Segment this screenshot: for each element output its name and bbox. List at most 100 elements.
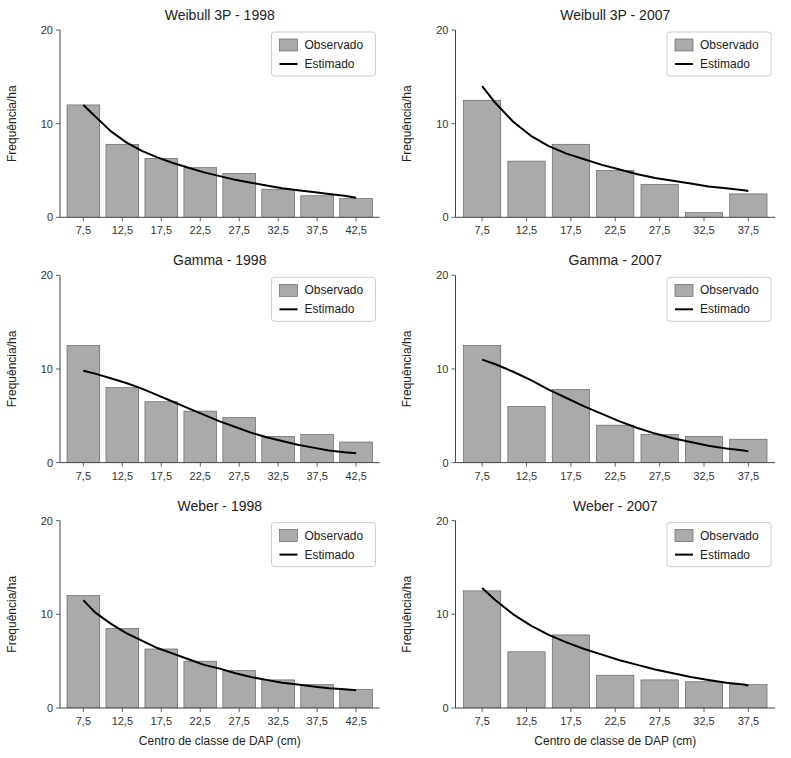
chart-title: Weber - 2007 [573,498,658,514]
legend: ObservadoEstimado [667,32,771,76]
x-tick-label: 17,5 [560,224,581,236]
x-tick [482,708,483,712]
x-axis-line [456,708,776,709]
bar [301,196,334,218]
chart-title: Gamma - 1998 [173,252,267,268]
background [0,0,791,758]
x-tick-label: 37,5 [738,470,759,482]
bar [685,213,722,218]
bar [463,591,500,708]
x-tick [239,217,240,221]
legend-swatch [280,530,298,542]
legend-swatch [675,308,693,310]
y-tick [452,708,456,709]
legend-swatch [280,554,298,556]
y-tick [56,614,60,615]
bar [597,170,634,217]
y-tick-label: 20 [436,515,448,527]
y-axis-line [455,521,456,708]
x-tick-label: 12,5 [112,715,133,727]
plot-area [67,346,372,463]
x-tick-label: 32,5 [693,715,714,727]
y-tick-label: 10 [41,608,53,620]
x-tick-label: 37,5 [738,224,759,236]
bar [685,436,722,462]
x-tick-label: 22,5 [605,715,626,727]
legend: ObservadoEstimado [272,523,376,567]
x-tick-label: 17,5 [560,715,581,727]
chart-title: Weber - 1998 [177,498,262,514]
legend-label: Estimado [700,302,750,316]
bar [106,388,139,463]
x-tick-label: 27,5 [649,715,670,727]
y-axis-label: Frequência/ha [401,576,415,653]
x-tick [748,708,749,712]
subplot: Weibull 3P - 2007010207,512,517,522,527,… [401,7,776,236]
x-tick-label: 12,5 [112,470,133,482]
x-tick [659,217,660,221]
legend-swatch [675,39,693,51]
bar [145,649,178,708]
bar [641,185,678,218]
legend-swatch [675,554,693,556]
x-tick-label: 22,5 [605,224,626,236]
x-tick-label: 32,5 [267,470,288,482]
y-tick [56,275,60,276]
legend-label: Observado [700,38,759,52]
x-tick-label: 37,5 [738,715,759,727]
plot-area [463,346,767,463]
x-tick-label: 17,5 [151,470,172,482]
x-tick-label: 7,5 [474,715,489,727]
plot-area [463,588,767,708]
y-axis-label: Frequência/ha [401,330,415,407]
y-tick [56,462,60,463]
x-tick [615,463,616,467]
y-tick [56,30,60,31]
subplot: Weber - 2007010207,512,517,522,527,532,5… [401,498,776,748]
bar [685,682,722,708]
y-tick-label: 20 [436,269,448,281]
bar [106,628,139,708]
x-tick-label: 7,5 [76,715,91,727]
y-tick [452,123,456,124]
x-tick [356,217,357,221]
x-axis-line [60,708,380,709]
x-tick [704,708,705,712]
plot-area [67,105,372,217]
x-tick-label: 27,5 [229,470,250,482]
x-tick-label: 7,5 [474,470,489,482]
y-axis-label: Frequência/ha [5,576,19,653]
bar [262,189,295,217]
bar [597,675,634,708]
x-tick [278,708,279,712]
plot-area [463,86,767,217]
y-tick [452,462,456,463]
x-tick [122,708,123,712]
x-tick [659,708,660,712]
x-tick [278,217,279,221]
x-tick [200,463,201,467]
x-tick [615,217,616,221]
chart-title: Weibull 3P - 1998 [165,7,275,23]
y-tick-label: 0 [442,702,448,714]
legend-box [667,277,771,321]
bar [508,652,545,708]
x-tick [526,217,527,221]
x-axis-line [456,217,776,218]
y-axis-line [455,275,456,462]
bar [730,685,767,708]
y-tick-label: 20 [41,269,53,281]
chart-title: Weibull 3P - 2007 [560,7,670,23]
legend-box [272,277,376,321]
legend-label: Estimado [305,57,355,71]
legend-box [272,32,376,76]
figure: Weibull 3P - 1998 0 10 20 7,5 12,5 17,5 22,5 27,… [0,0,791,758]
y-axis-label: Frequência/ha [401,85,415,162]
y-tick-label: 10 [41,363,53,375]
legend-label: Observado [305,283,364,297]
x-tick-label: 12,5 [516,470,537,482]
y-tick [452,614,456,615]
x-tick-label: 7,5 [76,470,91,482]
x-tick [161,463,162,467]
line [83,105,356,198]
